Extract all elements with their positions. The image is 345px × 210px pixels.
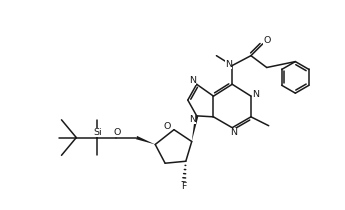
Text: F: F — [181, 182, 187, 191]
Text: N: N — [189, 115, 196, 124]
Text: Si: Si — [94, 128, 102, 137]
Polygon shape — [192, 116, 198, 142]
Polygon shape — [136, 136, 155, 144]
Text: O: O — [263, 36, 270, 45]
Text: O: O — [113, 128, 120, 137]
Text: N: N — [189, 76, 196, 85]
Text: N: N — [225, 60, 232, 69]
Text: O: O — [164, 122, 171, 131]
Text: N: N — [230, 128, 237, 137]
Text: N: N — [253, 90, 259, 99]
